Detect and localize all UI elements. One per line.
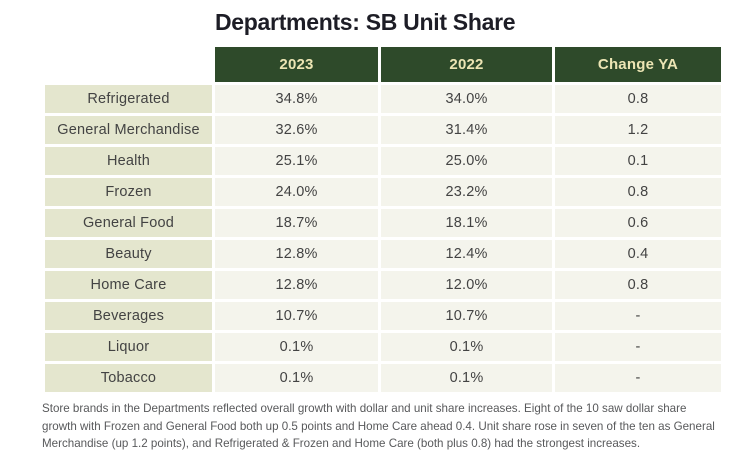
row-label-cell: General Food [45,209,212,237]
value-cell: 0.1% [215,333,378,361]
row-label-cell: Refrigerated [45,85,212,113]
value-cell: 12.0% [381,271,552,299]
value-cell: 12.8% [215,240,378,268]
header-spacer-cell [45,47,212,82]
column-header-2022: 2022 [381,47,552,82]
value-cell: - [555,302,721,330]
row-label-cell: Tobacco [45,364,212,392]
row-label-cell: Beverages [45,302,212,330]
row-label-cell: Frozen [45,178,212,206]
value-cell: 0.8 [555,85,721,113]
value-cell: 10.7% [215,302,378,330]
value-cell: - [555,364,721,392]
value-cell: 0.1 [555,147,721,175]
value-cell: 31.4% [381,116,552,144]
row-label-cell: Home Care [45,271,212,299]
value-cell: 25.0% [381,147,552,175]
unit-share-table: 2023 2022 Change YA Refrigerated 34.8% 34.… [45,47,721,392]
column-header-change-ya: Change YA [555,47,721,82]
value-cell: 12.8% [215,271,378,299]
value-cell: 12.4% [381,240,552,268]
value-cell: 34.0% [381,85,552,113]
value-cell: 0.1% [215,364,378,392]
value-cell: 0.8 [555,271,721,299]
value-cell: 24.0% [215,178,378,206]
value-cell: 0.4 [555,240,721,268]
page-title: Departments: SB Unit Share [215,9,516,35]
value-cell: 0.6 [555,209,721,237]
value-cell: - [555,333,721,361]
value-cell: 1.2 [555,116,721,144]
value-cell: 0.1% [381,333,552,361]
value-cell: 0.8 [555,178,721,206]
column-header-2023: 2023 [215,47,378,82]
value-cell: 25.1% [215,147,378,175]
value-cell: 32.6% [215,116,378,144]
value-cell: 34.8% [215,85,378,113]
row-label-cell: Health [45,147,212,175]
table-footnote: Store brands in the Departments reflecte… [42,402,715,450]
row-label-cell: General Merchandise [45,116,212,144]
value-cell: 0.1% [381,364,552,392]
value-cell: 18.7% [215,209,378,237]
row-label-cell: Liquor [45,333,212,361]
value-cell: 10.7% [381,302,552,330]
value-cell: 18.1% [381,209,552,237]
value-cell: 23.2% [381,178,552,206]
row-label-cell: Beauty [45,240,212,268]
